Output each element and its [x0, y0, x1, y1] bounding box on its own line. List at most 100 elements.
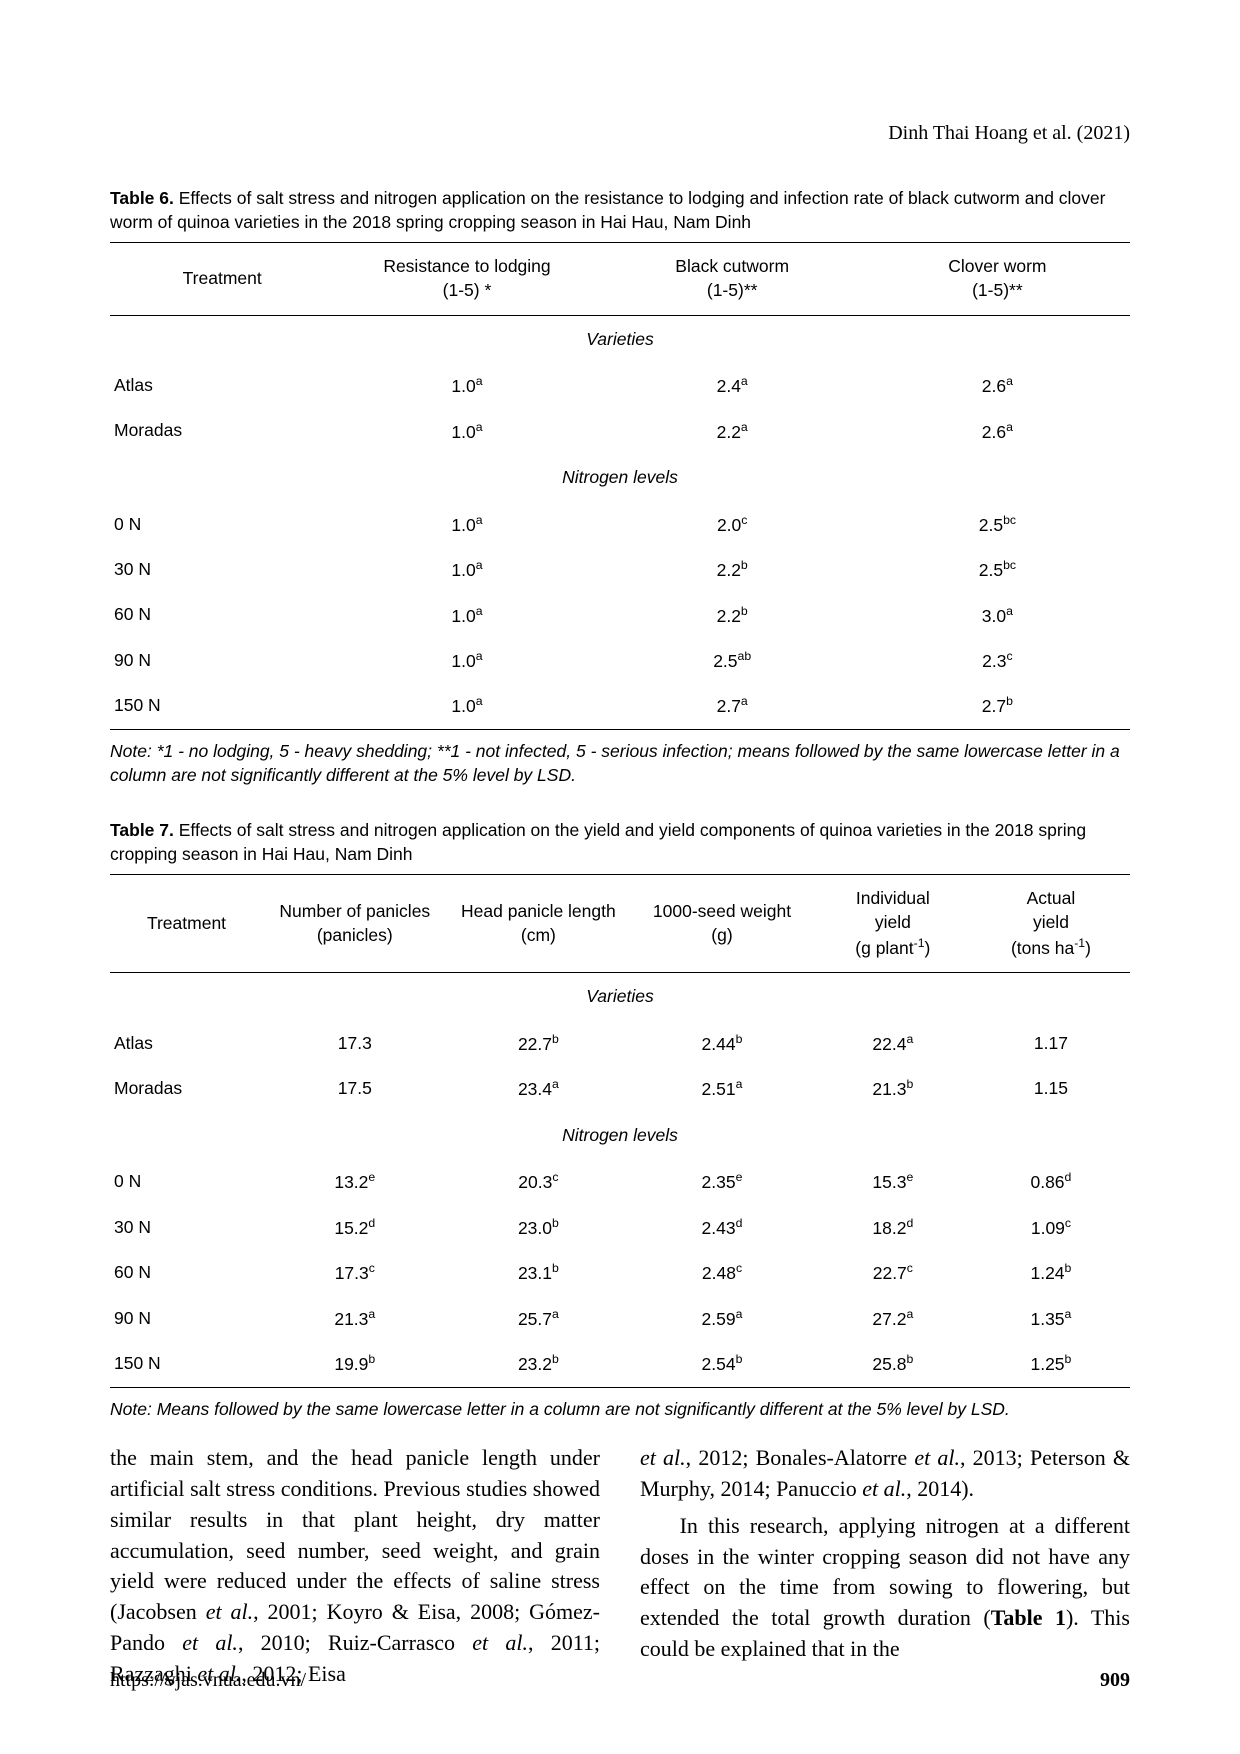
cell-actual-yield: 1.24b	[972, 1250, 1130, 1295]
table6-body: Varieties Atlas 1.0a 2.4a 2.6a Moradas 1…	[110, 315, 1130, 729]
cell-treatment: 60 N	[110, 593, 334, 638]
cell-black-cutworm: 2.2b	[600, 547, 865, 592]
body-para: the main stem, and the head panicle leng…	[110, 1443, 600, 1689]
cell-lodging: 1.0a	[334, 502, 599, 547]
header-author: Dinh Thai Hoang et al. (2021)	[110, 120, 1130, 147]
cell-lodging: 1.0a	[334, 638, 599, 683]
cell-text: Resistance to lodging	[383, 256, 550, 276]
section-row: Nitrogen levels	[110, 1112, 1130, 1160]
body-col-right: et al., 2012; Bonales-Alatorre et al., 2…	[640, 1443, 1130, 1695]
body-para: In this research, applying nitrogen at a…	[640, 1511, 1130, 1665]
author-line: Dinh Thai Hoang et al. (2021)	[888, 122, 1130, 144]
cell-actual-yield: 1.15	[972, 1066, 1130, 1111]
section-row: Nitrogen levels	[110, 454, 1130, 502]
cell-individual-yield: 15.3e	[814, 1159, 972, 1204]
cell-text: yield	[875, 912, 911, 932]
cell-seed-weight: 2.35e	[630, 1159, 814, 1204]
cell-head-length: 22.7b	[447, 1021, 631, 1066]
table6: Treatment Resistance to lodging (1-5) * B…	[110, 242, 1130, 730]
cell-text: )	[925, 938, 931, 958]
table6-caption: Table 6. Effects of salt stress and nitr…	[110, 187, 1130, 234]
cell-seed-weight: 2.44b	[630, 1021, 814, 1066]
cell-actual-yield: 1.35a	[972, 1296, 1130, 1341]
cell-treatment: 150 N	[110, 683, 334, 729]
th-clover-worm: Clover worm (1-5)**	[865, 243, 1130, 315]
cell-treatment: 90 N	[110, 638, 334, 683]
cell-text: (cm)	[521, 925, 556, 945]
cell-black-cutworm: 2.2a	[600, 409, 865, 454]
section-label: Nitrogen levels	[110, 1112, 1130, 1160]
table6-note: Note: *1 - no lodging, 5 - heavy sheddin…	[110, 740, 1130, 787]
table7-note: Note: Means followed by the same lowerca…	[110, 1398, 1130, 1422]
cell-individual-yield: 18.2d	[814, 1205, 972, 1250]
cell-black-cutworm: 2.0c	[600, 502, 865, 547]
cell-panicles: 15.2d	[263, 1205, 447, 1250]
cell-text: Individual	[856, 888, 930, 908]
th-black-cutworm: Black cutworm(1-5)**	[600, 243, 865, 315]
cell-text: Clover worm	[948, 256, 1046, 276]
cell-head-length: 23.2b	[447, 1341, 631, 1387]
table-row: 150 N 1.0a 2.7a 2.7b	[110, 683, 1130, 729]
table-row: 30 N 1.0a 2.2b 2.5bc	[110, 547, 1130, 592]
cell-clover-worm: 3.0a	[865, 593, 1130, 638]
cell-treatment: Moradas	[110, 1066, 263, 1111]
table-row: 0 N 13.2e 20.3c 2.35e 15.3e 0.86d	[110, 1159, 1130, 1204]
cell-treatment: Atlas	[110, 1021, 263, 1066]
table-row: 30 N 15.2d 23.0b 2.43d 18.2d 1.09c	[110, 1205, 1130, 1250]
cell-treatment: Atlas	[110, 363, 334, 408]
cell-head-length: 23.1b	[447, 1250, 631, 1295]
cell-head-length: 20.3c	[447, 1159, 631, 1204]
table-row: 60 N 1.0a 2.2b 3.0a	[110, 593, 1130, 638]
cell-treatment: 0 N	[110, 1159, 263, 1204]
cell-treatment: 30 N	[110, 1205, 263, 1250]
cell-clover-worm: 2.7b	[865, 683, 1130, 729]
cell-text: (1-5)**	[972, 280, 1023, 300]
body-para: et al., 2012; Bonales-Alatorre et al., 2…	[640, 1443, 1130, 1505]
page-footer: https://vjas.vnua.edu.vn/ 909	[110, 1667, 1130, 1694]
table-row: Atlas 17.3 22.7b 2.44b 22.4a 1.17	[110, 1021, 1130, 1066]
cell-clover-worm: 2.5bc	[865, 502, 1130, 547]
cell-text: Head panicle length	[461, 901, 616, 921]
th-treatment: Treatment	[110, 243, 334, 315]
cell-lodging: 1.0a	[334, 547, 599, 592]
cell-text: (g plant	[855, 938, 913, 958]
cell-treatment: 0 N	[110, 502, 334, 547]
cell-text: (g)	[711, 925, 732, 945]
table7: Treatment Number of panicles(panicles) H…	[110, 874, 1130, 1387]
table6-caption-text: Effects of salt stress and nitrogen appl…	[110, 188, 1105, 232]
cell-individual-yield: 22.4a	[814, 1021, 972, 1066]
cell-treatment: Moradas	[110, 409, 334, 454]
th-panicles: Number of panicles(panicles)	[263, 875, 447, 973]
cell-seed-weight: 2.59a	[630, 1296, 814, 1341]
table-row: Moradas 1.0a 2.2a 2.6a	[110, 409, 1130, 454]
body-col-left: the main stem, and the head panicle leng…	[110, 1443, 600, 1695]
cell-seed-weight: 2.43d	[630, 1205, 814, 1250]
th-lodging: Resistance to lodging (1-5) *	[334, 243, 599, 315]
cell-lodging: 1.0a	[334, 363, 599, 408]
cell-black-cutworm: 2.5ab	[600, 638, 865, 683]
table7-caption: Table 7. Effects of salt stress and nitr…	[110, 819, 1130, 866]
cell-actual-yield: 0.86d	[972, 1159, 1130, 1204]
cell-individual-yield: 22.7c	[814, 1250, 972, 1295]
cell-black-cutworm: 2.7a	[600, 683, 865, 729]
cell-lodging: 1.0a	[334, 593, 599, 638]
cell-panicles: 13.2e	[263, 1159, 447, 1204]
cell-text: yield	[1033, 912, 1069, 932]
cell-text: 1000-seed weight	[653, 901, 791, 921]
cell-text: (1-5) *	[443, 280, 492, 300]
section-label: Varieties	[110, 315, 1130, 363]
footer-url: https://vjas.vnua.edu.vn/	[110, 1667, 306, 1694]
table-header-row: Treatment Resistance to lodging (1-5) * B…	[110, 243, 1130, 315]
cell-lodging: 1.0a	[334, 409, 599, 454]
table-row: 0 N 1.0a 2.0c 2.5bc	[110, 502, 1130, 547]
cell-text: (1-5)**	[707, 280, 758, 300]
cell-clover-worm: 2.6a	[865, 363, 1130, 408]
table-row: 90 N 1.0a 2.5ab 2.3c	[110, 638, 1130, 683]
cell-individual-yield: 25.8b	[814, 1341, 972, 1387]
cell-treatment: 30 N	[110, 547, 334, 592]
cell-seed-weight: 2.48c	[630, 1250, 814, 1295]
th-treatment: Treatment	[110, 875, 263, 973]
table7-caption-bold: Table 7.	[110, 820, 174, 840]
cell-clover-worm: 2.6a	[865, 409, 1130, 454]
cell-text: )	[1085, 938, 1091, 958]
